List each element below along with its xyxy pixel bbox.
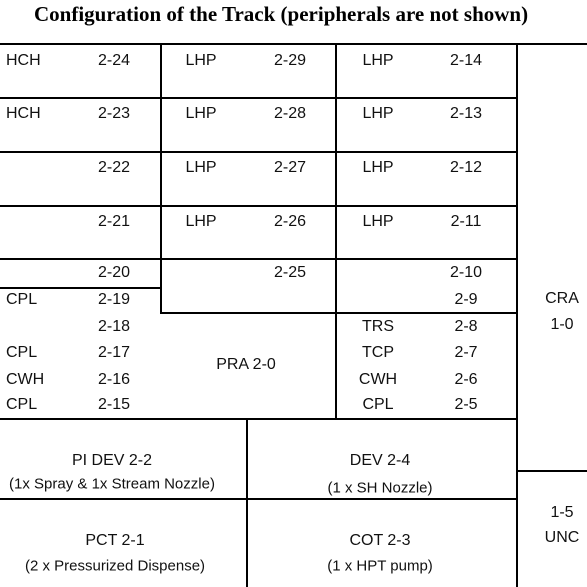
- station-id: 2-9: [454, 291, 478, 308]
- station-type: LHP: [362, 213, 394, 230]
- station-id: 2-24: [97, 52, 131, 69]
- unc-id: 1-5: [550, 504, 574, 521]
- station-type: TRS: [362, 318, 394, 335]
- station-id: 2-5: [454, 396, 478, 413]
- row-divider: [0, 205, 516, 207]
- cot-note: (1 x HPT pump): [327, 557, 433, 575]
- station-id: 2-21: [97, 213, 131, 230]
- station-id: 2-15: [97, 396, 131, 413]
- row-divider: [0, 258, 516, 260]
- station-id: 2-19: [97, 291, 131, 308]
- dev-note: (1 x SH Nozzle): [327, 479, 433, 497]
- station-id: 2-16: [97, 371, 131, 388]
- column-divider: [516, 43, 518, 587]
- station-type: LHP: [185, 105, 217, 122]
- station-id: 2-12: [449, 159, 483, 176]
- station-type: HCH: [6, 52, 41, 69]
- station-type: CPL: [6, 396, 38, 413]
- station-id: 2-23: [97, 105, 131, 122]
- pct-cell: PCT 2-1: [85, 532, 145, 549]
- station-id: 2-25: [273, 264, 307, 281]
- station-id: 2-18: [97, 318, 131, 335]
- station-type: LHP: [185, 52, 217, 69]
- station-type: LHP: [185, 213, 217, 230]
- row-divider: [335, 312, 516, 314]
- station-id: 2-13: [449, 105, 483, 122]
- station-type: CPL: [362, 396, 394, 413]
- cra-id: 1-0: [550, 316, 574, 333]
- row-divider: [516, 470, 587, 472]
- cot-cell: COT 2-3: [349, 532, 411, 549]
- pi-dev-note: (1x Spray & 1x Stream Nozzle): [9, 475, 215, 493]
- unc-label: UNC: [544, 529, 580, 546]
- station-id: 2-26: [273, 213, 307, 230]
- station-id: 2-27: [273, 159, 307, 176]
- row-divider: [0, 418, 516, 420]
- row-divider: [0, 151, 516, 153]
- cra-label: CRA: [545, 290, 579, 307]
- station-id: 2-6: [454, 371, 478, 388]
- station-type: CWH: [6, 371, 45, 388]
- column-divider: [246, 418, 248, 587]
- station-id: 2-17: [97, 344, 131, 361]
- station-type: HCH: [6, 105, 41, 122]
- station-id: 2-11: [450, 213, 482, 230]
- station-id: 2-14: [449, 52, 483, 69]
- station-type: CPL: [6, 344, 38, 361]
- station-id: 2-10: [449, 264, 483, 281]
- station-id: 2-8: [454, 318, 478, 335]
- station-type: CWH: [358, 371, 398, 388]
- station-type: TCP: [362, 344, 394, 361]
- column-divider: [160, 43, 162, 312]
- pi-dev-cell: PI DEV 2-2: [71, 452, 153, 469]
- row-divider: [160, 312, 335, 314]
- station-type: LHP: [362, 159, 394, 176]
- station-id: 2-29: [273, 52, 307, 69]
- pct-note: (2 x Pressurized Dispense): [24, 557, 206, 575]
- station-type: LHP: [185, 159, 217, 176]
- station-id: 2-7: [454, 344, 478, 361]
- column-divider: [335, 43, 337, 418]
- top-border: [0, 43, 587, 45]
- diagram-title: Configuration of the Track (peripherals …: [34, 2, 529, 26]
- station-id: 2-28: [273, 105, 307, 122]
- station-id: 2-20: [97, 264, 131, 281]
- dev-cell: DEV 2-4: [349, 452, 411, 469]
- pra-cell: PRA 2-0: [216, 356, 276, 373]
- row-divider: [0, 287, 160, 289]
- station-type: LHP: [362, 52, 394, 69]
- row-divider: [0, 498, 516, 500]
- station-type: CPL: [6, 291, 38, 308]
- row-divider: [0, 97, 516, 99]
- station-id: 2-22: [97, 159, 131, 176]
- station-type: LHP: [362, 105, 394, 122]
